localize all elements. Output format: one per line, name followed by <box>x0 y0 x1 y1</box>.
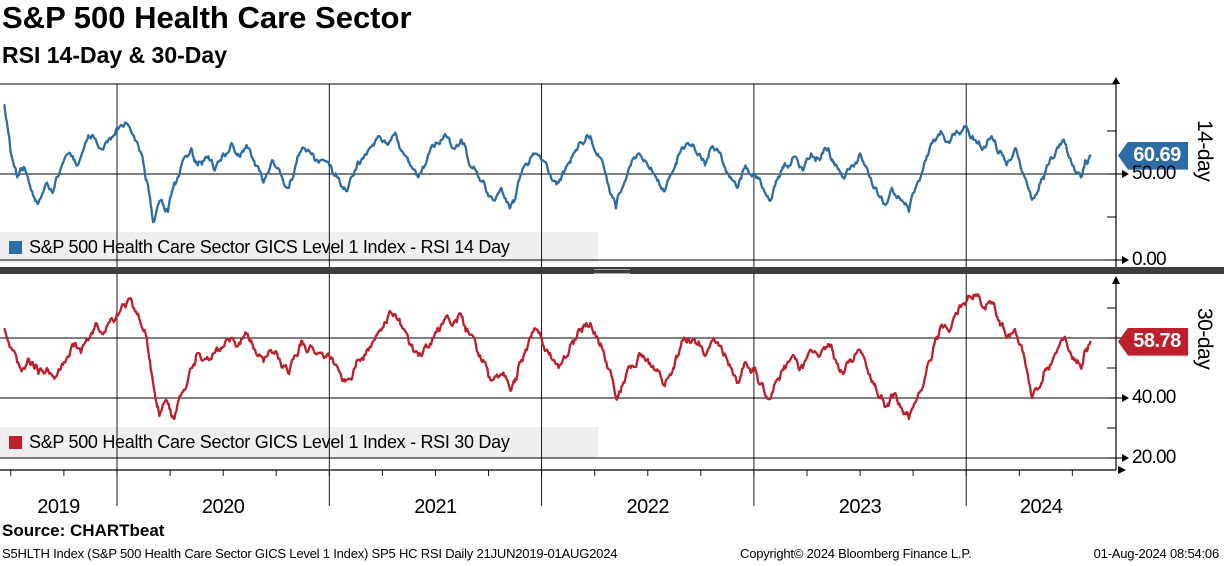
y-axis-label: 50.00 <box>1132 163 1176 184</box>
page-title: S&P 500 Health Care Sector <box>2 0 412 35</box>
panel-separator <box>0 267 1224 274</box>
panel-separator-handle[interactable] <box>594 269 630 274</box>
rsi30-axis-title: 30-day <box>1193 308 1216 370</box>
x-year-label-2024: 2024 <box>1019 496 1063 518</box>
rsi30-legend-label: S&P 500 Health Care Sector GICS Level 1 … <box>29 432 510 452</box>
y-axis-label: 40.00 <box>1132 387 1176 408</box>
x-year-label-2022: 2022 <box>626 496 670 518</box>
rsi14-legend-swatch <box>9 241 22 254</box>
up-arrow-icon <box>1112 77 1120 84</box>
y-axis-label: 20.00 <box>1132 447 1176 468</box>
legend-rsi14: S&P 500 Health Care Sector GICS Level 1 … <box>0 232 598 263</box>
rsi30-line <box>3 293 1092 421</box>
y-tick-arrow-icon <box>1122 170 1129 178</box>
rsi14-line <box>3 104 1092 224</box>
footer-timestamp: 01-Aug-2024 08:54:06 <box>1093 546 1220 561</box>
footer-descriptor: S5HLTH Index (S&P 500 Health Care Sector… <box>2 546 618 561</box>
x-year-label-2019: 2019 <box>37 496 80 518</box>
y-tick-arrow-icon <box>1122 454 1129 462</box>
footer-copyright: Copyright© 2024 Bloomberg Finance L.P. <box>740 546 972 561</box>
y-axis-label: 0.00 <box>1132 249 1167 270</box>
rsi14-legend-label: S&P 500 Health Care Sector GICS Level 1 … <box>29 237 510 257</box>
right-arrow-icon <box>1118 466 1126 474</box>
x-year-label-2020: 2020 <box>201 496 245 518</box>
y-tick-arrow-icon <box>1122 256 1129 264</box>
x-year-label-2023: 2023 <box>838 496 882 518</box>
up-arrow-icon <box>1112 276 1120 284</box>
y-tick-arrow-icon <box>1122 394 1129 402</box>
chart-subtitle: RSI 14-Day & 30-Day <box>2 42 227 68</box>
rsi14-axis-title: 14-day <box>1193 120 1216 182</box>
rsi14-last-value-badge: 60.69 <box>1118 141 1188 170</box>
legend-rsi30: S&P 500 Health Care Sector GICS Level 1 … <box>0 427 598 458</box>
rsi30-last-value-badge: 58.78 <box>1118 327 1188 356</box>
rsi30-legend-swatch <box>9 436 22 449</box>
x-year-label-2021: 2021 <box>414 496 457 518</box>
source-credit: Source: CHARTbeat <box>2 521 165 540</box>
